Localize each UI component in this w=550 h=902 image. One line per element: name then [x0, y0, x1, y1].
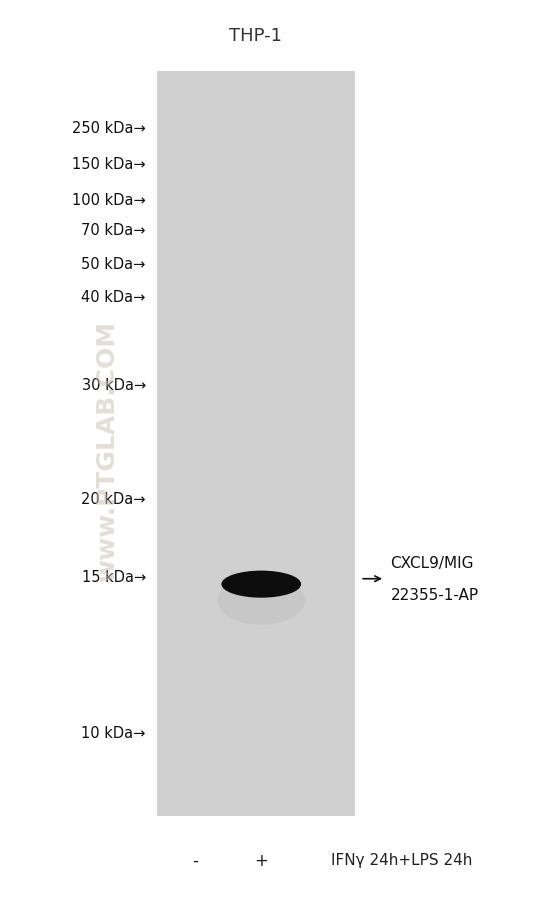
Text: IFNγ 24h+LPS 24h: IFNγ 24h+LPS 24h	[331, 852, 472, 867]
Text: 150 kDa→: 150 kDa→	[72, 157, 146, 171]
Text: 40 kDa→: 40 kDa→	[81, 290, 146, 304]
Text: 100 kDa→: 100 kDa→	[72, 193, 146, 207]
Text: 10 kDa→: 10 kDa→	[81, 725, 146, 740]
Text: 50 kDa→: 50 kDa→	[81, 257, 146, 272]
Ellipse shape	[221, 571, 301, 598]
Text: 250 kDa→: 250 kDa→	[72, 121, 146, 135]
Text: +: +	[254, 851, 268, 869]
Text: 70 kDa→: 70 kDa→	[81, 223, 146, 237]
Text: -: -	[192, 851, 198, 869]
Text: 15 kDa→: 15 kDa→	[81, 570, 146, 584]
Text: CXCL9/MIG: CXCL9/MIG	[390, 556, 474, 570]
Text: 30 kDa→: 30 kDa→	[81, 378, 146, 392]
Text: 22355-1-AP: 22355-1-AP	[390, 588, 478, 603]
Ellipse shape	[217, 576, 305, 625]
Text: www.PTGLAB.COM: www.PTGLAB.COM	[95, 320, 119, 582]
Text: 20 kDa→: 20 kDa→	[81, 492, 146, 506]
Text: THP-1: THP-1	[229, 27, 282, 45]
Bar	[157, 72, 355, 816]
